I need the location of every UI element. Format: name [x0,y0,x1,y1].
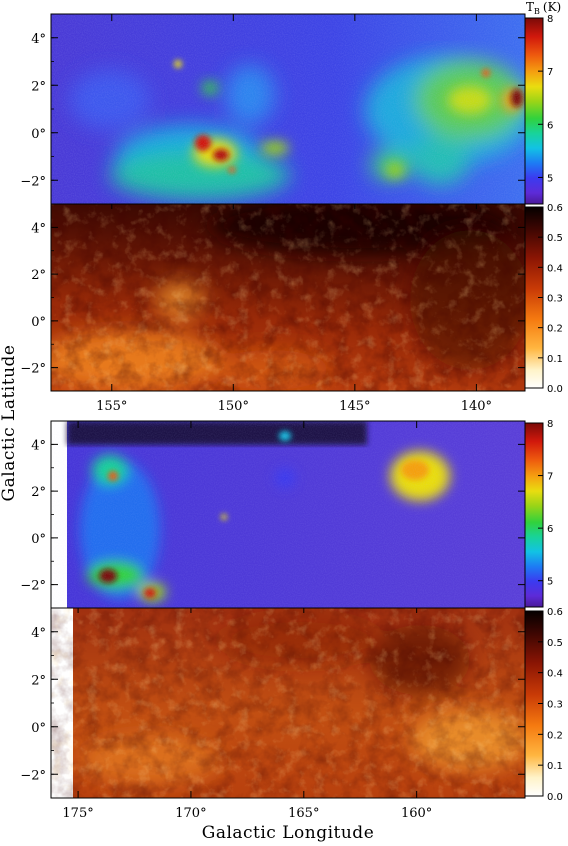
colorbar-tick-label: 0.6 [547,203,563,214]
colorbar-tick-label: 6 [547,120,553,131]
y-tick-label: 4° [31,626,46,641]
panel-bottom-ratio [51,608,525,798]
colorbar-bottom-brightness [524,422,544,608]
colorbar-top-brightness [524,17,544,205]
x-tick-label: 175° [62,806,93,821]
colorbar-tick-label: 0.0 [547,384,563,395]
colorbar-tick-label: 0.6 [547,607,563,618]
colorbar-tick-label: 7 [547,472,553,483]
colorbar-tick-label: 5 [547,577,553,588]
x-tick-label: 150° [218,399,249,414]
y-axis-title: Galactic Latitude [0,345,19,502]
y-tick-label: 2° [31,79,46,94]
colorbar-tick-label: 0.0 [547,792,563,803]
axis-ticks: −2° 0° 2° 4° 5 6 7 8 −2° 0° 2° 4° 155° 150° 145° 140° 0.… [20,13,563,821]
colorbar-tick-label: 0.4 [547,263,563,274]
x-tick-label: 160° [401,806,432,821]
colorbar-tick-label: 7 [547,67,553,78]
colorbar-tick-label: 5 [547,173,553,184]
y-tick-label: −2° [20,362,46,377]
y-tick-label: 2° [31,673,46,688]
colorbar-tick-label: 0.4 [547,669,563,680]
colorbar-unit-label: TB (K) [526,0,561,16]
colorbar-tick-label: 8 [547,419,553,430]
panel-top-ratio [51,204,525,391]
colorbar-tick-label: 0.3 [547,700,563,711]
y-tick-label: 4° [31,438,46,453]
colorbar-tick-label: 0.3 [547,294,563,305]
y-tick-label: 0° [31,532,46,547]
x-axis-title: Galactic Longitude [202,823,375,843]
y-tick-label: 2° [31,268,46,283]
y-tick-label: 0° [31,127,46,142]
y-tick-label: −2° [20,579,46,594]
colorbar-tick-label: 6 [547,524,553,535]
y-tick-label: 2° [31,485,46,500]
x-tick-label: 145° [339,399,370,414]
colorbar-tick-label: 0.2 [547,730,563,741]
x-tick-label: 140° [461,399,492,414]
y-tick-label: 0° [31,315,46,330]
colorbar-tick-label: 0.5 [547,233,563,244]
colorbar-tick-label: 8 [547,14,553,25]
colorbar-tick-label: 0.5 [547,638,563,649]
colorbar-tick-label: 0.1 [547,761,563,772]
colorbar-tick-label: 0.1 [547,354,563,365]
y-tick-label: −2° [20,174,46,189]
x-tick-label: 170° [175,806,206,821]
panel-top-brightness [51,14,525,204]
y-tick-label: 4° [31,32,46,47]
y-tick-label: 4° [31,221,46,236]
y-tick-label: 0° [31,721,46,736]
x-tick-label: 155° [96,399,127,414]
y-tick-label: −2° [20,768,46,783]
x-tick-label: 165° [288,806,319,821]
panel-bottom-brightness [51,421,525,608]
colorbar-tick-label: 0.2 [547,324,563,335]
